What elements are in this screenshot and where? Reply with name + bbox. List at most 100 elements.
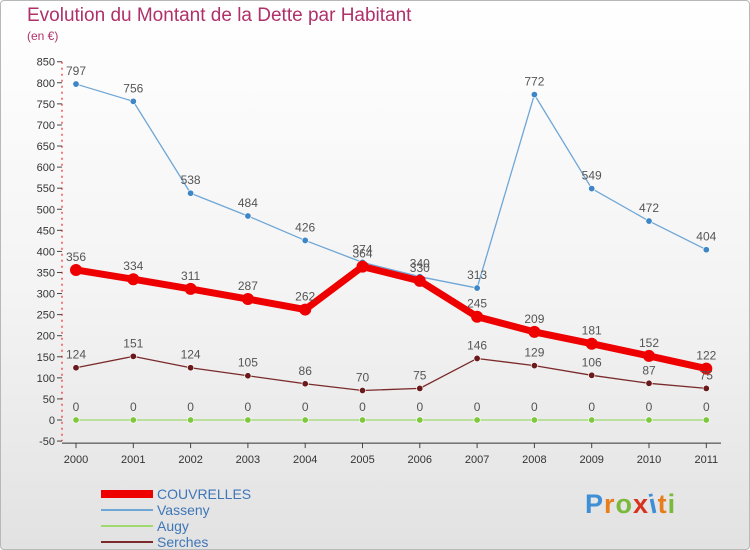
data-label-serches: 124 <box>181 348 201 362</box>
legend-label-serches: Serches <box>157 534 209 550</box>
data-point-vasseny <box>473 284 481 292</box>
x-tick-label: 2011 <box>694 454 718 466</box>
x-tick-label: 2003 <box>236 454 260 466</box>
x-tick-label: 2009 <box>579 454 603 466</box>
data-label-couvrelles: 287 <box>238 279 258 293</box>
x-tick-label: 2008 <box>522 454 546 466</box>
series-line-serches <box>75 355 707 392</box>
x-tick-label: 2002 <box>178 454 202 466</box>
data-label-augy: 0 <box>531 400 538 414</box>
data-label-serches: 105 <box>238 356 258 370</box>
data-label-vasseny: 549 <box>582 169 602 183</box>
y-tick-label: 200 <box>37 331 55 343</box>
data-label-vasseny: 797 <box>66 64 86 78</box>
data-point-serches <box>645 379 653 387</box>
data-point-augy <box>416 416 424 424</box>
data-label-augy: 0 <box>474 400 481 414</box>
data-point-vasseny <box>645 217 653 225</box>
data-point-vasseny <box>72 80 80 88</box>
data-label-couvrelles: 330 <box>410 261 430 275</box>
data-label-augy: 0 <box>302 400 309 414</box>
data-label-augy: 0 <box>703 400 710 414</box>
y-tick-label: 150 <box>37 352 55 364</box>
data-label-couvrelles: 356 <box>66 250 86 264</box>
legend-swatch-couvrelles <box>101 490 153 498</box>
y-tick-label: -50 <box>39 436 55 448</box>
logo-letter: o <box>615 489 634 519</box>
data-point-augy <box>187 416 195 424</box>
data-point-vasseny <box>244 212 252 220</box>
data-label-couvrelles: 364 <box>352 247 372 261</box>
series-line-couvrelles <box>72 263 710 373</box>
data-point-couvrelles <box>413 274 426 287</box>
data-point-couvrelles <box>299 303 312 316</box>
data-label-couvrelles: 122 <box>696 349 716 363</box>
data-label-couvrelles: 181 <box>582 324 602 338</box>
logo-letter: r <box>604 489 616 519</box>
data-point-serches <box>416 384 424 392</box>
data-point-couvrelles <box>241 293 254 306</box>
logo-letter: t <box>657 489 668 519</box>
data-point-serches <box>129 352 137 360</box>
data-point-couvrelles <box>356 260 369 273</box>
y-tick-label: 450 <box>37 225 55 237</box>
data-point-augy <box>129 416 137 424</box>
data-label-serches: 146 <box>467 338 487 352</box>
data-label-augy: 0 <box>73 400 80 414</box>
data-label-serches: 151 <box>123 336 143 350</box>
data-label-vasseny: 426 <box>295 220 315 234</box>
y-tick-label: 750 <box>37 99 55 111</box>
logo-letter: x <box>633 489 650 519</box>
y-tick-label: 550 <box>37 183 55 195</box>
data-label-vasseny: 484 <box>238 196 258 210</box>
data-point-augy <box>588 416 596 424</box>
data-label-serches: 75 <box>700 368 714 382</box>
data-label-serches: 70 <box>356 370 370 384</box>
y-tick-label: 850 <box>37 57 55 69</box>
legend-label-couvrelles: COUVRELLES <box>157 486 252 502</box>
data-point-vasseny <box>301 236 309 244</box>
data-label-vasseny: 772 <box>524 75 544 89</box>
data-point-serches <box>473 354 481 362</box>
data-label-augy: 0 <box>130 400 137 414</box>
y-tick-label: 800 <box>37 78 55 90</box>
data-label-vasseny: 538 <box>181 173 201 187</box>
data-point-augy <box>645 416 653 424</box>
legend-label-vasseny: Vasseny <box>157 502 210 518</box>
y-tick-label: 350 <box>37 267 55 279</box>
data-label-augy: 0 <box>187 400 194 414</box>
data-point-serches <box>72 364 80 372</box>
y-tick-label: 600 <box>37 162 55 174</box>
data-point-augy <box>702 416 710 424</box>
data-label-serches: 87 <box>642 363 656 377</box>
data-label-couvrelles: 245 <box>467 297 487 311</box>
legend-swatch-serches <box>101 541 153 543</box>
data-point-vasseny <box>187 189 195 197</box>
data-point-serches <box>358 386 366 394</box>
data-point-couvrelles <box>471 310 484 323</box>
x-tick-label: 2005 <box>350 454 374 466</box>
y-tick-label: 100 <box>37 373 55 385</box>
data-label-augy: 0 <box>588 400 595 414</box>
data-point-serches <box>530 362 538 370</box>
logo-letter: P <box>585 489 605 519</box>
y-tick-label: 300 <box>37 289 55 301</box>
data-point-couvrelles <box>700 362 713 375</box>
data-point-augy <box>301 416 309 424</box>
data-point-serches <box>702 384 710 392</box>
legend-swatch-augy <box>101 525 153 527</box>
data-label-serches: 106 <box>582 355 602 369</box>
data-point-vasseny <box>702 246 710 254</box>
y-tick-label: 0 <box>49 415 55 427</box>
data-point-augy <box>358 416 366 424</box>
data-label-serches: 129 <box>524 346 544 360</box>
data-label-vasseny: 374 <box>352 242 372 256</box>
data-label-augy: 0 <box>646 400 653 414</box>
data-point-serches <box>301 380 309 388</box>
y-tick-label: 700 <box>37 120 55 132</box>
x-tick-label: 2001 <box>121 454 145 466</box>
x-tick-label: 2010 <box>637 454 661 466</box>
data-point-couvrelles <box>70 263 82 276</box>
data-label-vasseny: 313 <box>467 268 487 282</box>
